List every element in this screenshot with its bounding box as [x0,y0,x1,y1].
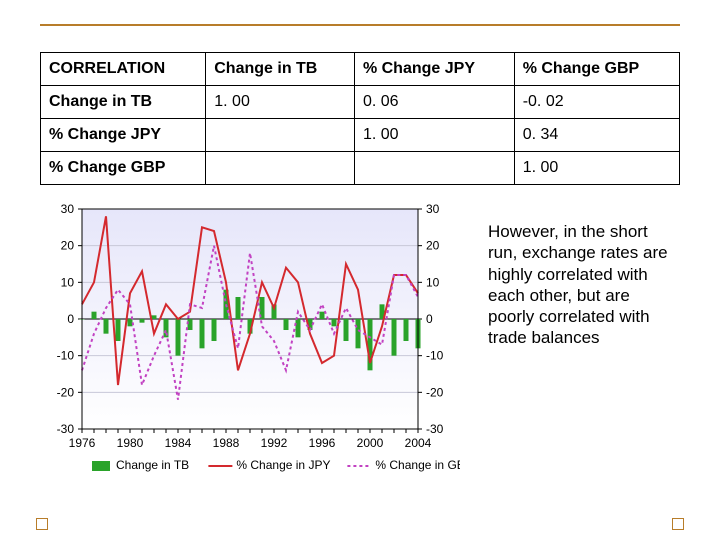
svg-text:1996: 1996 [309,436,336,450]
corner-accent-left [36,518,48,530]
table-row: Change in TB1. 000. 06-0. 02 [41,86,680,119]
cell: -0. 02 [514,86,679,119]
svg-text:1988: 1988 [213,436,240,450]
col-header: % Change GBP [514,53,679,86]
svg-text:0: 0 [67,312,74,326]
svg-text:2004: 2004 [405,436,432,450]
svg-text:Change in TB: Change in TB [116,458,189,472]
svg-text:1984: 1984 [165,436,192,450]
table-row: % Change GBP 1. 00 [41,152,680,185]
correlation-table: CORRELATION Change in TB % Change JPY % … [40,52,680,185]
svg-text:-30: -30 [426,422,444,436]
cell: 0. 34 [514,119,679,152]
cell: 1. 00 [514,152,679,185]
svg-text:% Change in JPY: % Change in JPY [236,458,330,472]
svg-text:10: 10 [426,275,440,289]
chart-container: -30 -30 -20 -20 -10 -10 0 0 10 10 20 20 30 30 1976 1980… [40,199,460,499]
svg-text:10: 10 [61,275,75,289]
table-row: % Change JPY 1. 000. 34 [41,119,680,152]
annotation-text: However, in the short run, exchange rate… [488,221,678,349]
cell: 0. 06 [354,86,514,119]
svg-text:-20: -20 [57,385,75,399]
corner-accent-right [672,518,684,530]
col-header: Change in TB [206,53,355,86]
svg-text:20: 20 [61,239,75,253]
svg-text:-20: -20 [426,385,444,399]
top-rule [40,24,680,26]
row-header: % Change GBP [41,152,206,185]
cell [206,119,355,152]
svg-text:1980: 1980 [117,436,144,450]
svg-text:0: 0 [426,312,433,326]
cell: 1. 00 [354,119,514,152]
row-header: % Change JPY [41,119,206,152]
svg-text:-10: -10 [426,349,444,363]
cell [354,152,514,185]
cell: 1. 00 [206,86,355,119]
svg-text:2000: 2000 [357,436,384,450]
svg-text:20: 20 [426,239,440,253]
svg-text:1976: 1976 [69,436,96,450]
svg-text:-30: -30 [57,422,75,436]
col-header: CORRELATION [41,53,206,86]
svg-text:30: 30 [61,202,75,216]
row-header: Change in TB [41,86,206,119]
col-header: % Change JPY [354,53,514,86]
svg-text:% Change in GBP: % Change in GBP [375,458,460,472]
table-header-row: CORRELATION Change in TB % Change JPY % … [41,53,680,86]
svg-text:30: 30 [426,202,440,216]
cell [206,152,355,185]
trade-balance-chart: -30 -30 -20 -20 -10 -10 0 0 10 10 20 20 30 30 1976 1980… [40,199,460,499]
svg-text:1992: 1992 [261,436,288,450]
svg-text:-10: -10 [57,349,75,363]
